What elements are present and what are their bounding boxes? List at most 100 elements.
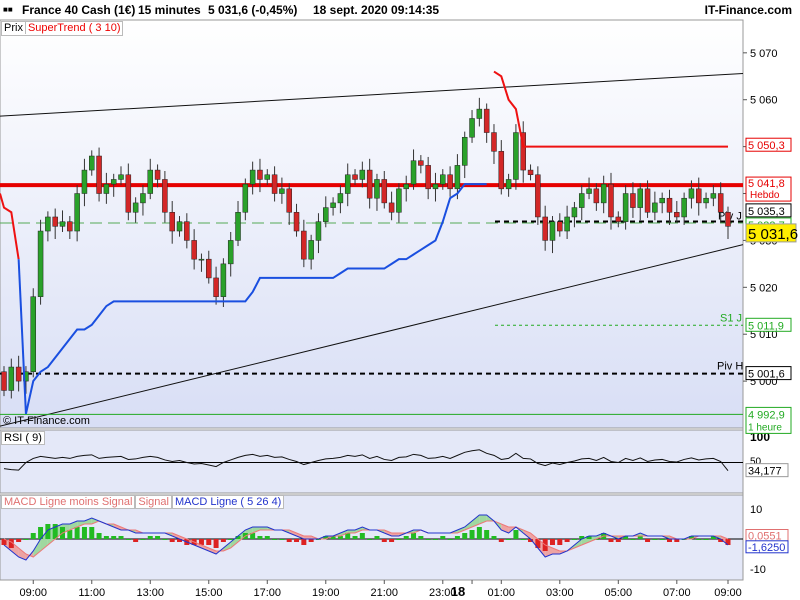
macd-hist-bar bbox=[586, 536, 592, 539]
header-icon: ■■ bbox=[3, 5, 13, 14]
macd-hist-bar bbox=[615, 539, 621, 542]
macd-hist-bar bbox=[645, 539, 651, 542]
time-tick-label: 19:00 bbox=[312, 587, 340, 599]
candle-body bbox=[483, 108, 490, 133]
candle-body bbox=[162, 179, 168, 213]
candle-body bbox=[242, 183, 249, 213]
time-tick-label: 07:00 bbox=[663, 587, 691, 599]
macd-hist-bar bbox=[418, 536, 424, 539]
candle-body bbox=[381, 179, 388, 204]
macd-hist-bar bbox=[96, 533, 102, 539]
candle-body bbox=[666, 197, 673, 213]
candle-body bbox=[257, 169, 263, 180]
macd-hist-bar bbox=[374, 536, 380, 539]
quote-label: 5 031,6 (-0,45%) bbox=[208, 3, 298, 17]
macd-ribbon-segment bbox=[384, 530, 392, 536]
candle-body bbox=[491, 132, 497, 152]
time-tick-label: 09:00 bbox=[19, 587, 47, 599]
piv-h-value-label: 5 001,6 bbox=[748, 369, 785, 381]
candle-body bbox=[440, 174, 446, 185]
macd-hist-bar bbox=[674, 539, 680, 542]
macd-hist-bar bbox=[454, 536, 460, 539]
macd-signal-line bbox=[3, 520, 729, 558]
candle-body bbox=[432, 183, 439, 190]
macd-hist-bar bbox=[476, 527, 482, 539]
macd-hist-bar bbox=[286, 539, 292, 542]
macd-ribbon-segment bbox=[252, 527, 260, 533]
candle-body bbox=[366, 169, 373, 199]
macd-ribbon-segment bbox=[172, 533, 180, 539]
piv-h-value-label-box bbox=[745, 366, 792, 381]
time-tick-label: 17:00 bbox=[254, 587, 282, 599]
candle-body bbox=[535, 174, 541, 218]
macd-hist-bar bbox=[264, 536, 270, 539]
supertrend-bull-line bbox=[24, 183, 487, 415]
macd-ribbon-segment bbox=[208, 548, 217, 554]
legend-macd-line[interactable]: MACD Ligne ( 5 26 4) bbox=[171, 495, 285, 509]
macd-hist-bar bbox=[67, 530, 73, 539]
macd-hist-bar bbox=[228, 539, 234, 540]
hour-value-label: 4 992,9 bbox=[748, 409, 785, 421]
macd-hist-bar bbox=[272, 539, 278, 540]
rsi-legend[interactable]: RSI ( 9) bbox=[1, 431, 45, 445]
candle-body bbox=[396, 188, 402, 213]
macd-hist-bar bbox=[213, 539, 219, 548]
candle-body bbox=[352, 174, 358, 180]
candle-body bbox=[8, 366, 15, 391]
legend-supertrend[interactable]: SuperTrend ( 3 10) bbox=[24, 22, 123, 34]
candle-body bbox=[564, 216, 570, 232]
candle-body bbox=[235, 212, 241, 241]
macd-hist-bar bbox=[359, 533, 365, 539]
macd-hist-bar bbox=[23, 539, 29, 540]
macd-hist-bar bbox=[447, 539, 453, 540]
candle-body bbox=[461, 136, 468, 166]
macd-hist-bar bbox=[345, 533, 351, 539]
candle-body bbox=[74, 193, 80, 232]
macd-hist-bar bbox=[484, 530, 490, 539]
candle-body bbox=[688, 188, 695, 199]
macd-hist-bar bbox=[352, 536, 358, 539]
candle-body bbox=[454, 165, 461, 190]
price-tick-label: 5 070 bbox=[750, 48, 778, 60]
macd-hist-bar bbox=[549, 539, 555, 545]
macd-hist-last-label: 0,0551 bbox=[748, 531, 782, 543]
macd-hist-bar bbox=[725, 539, 731, 545]
candle-body bbox=[374, 179, 380, 199]
time-tick-label: 01:00 bbox=[488, 587, 516, 599]
legend-macd-hist[interactable]: MACD Ligne moins Signal bbox=[1, 495, 136, 509]
macd-hist-bar bbox=[125, 539, 131, 540]
macd-hist-bar bbox=[198, 539, 204, 545]
macd-hist-bar bbox=[703, 539, 709, 540]
candle-body bbox=[630, 193, 636, 208]
macd-ribbon-segment bbox=[18, 548, 26, 560]
candle-body bbox=[103, 183, 110, 194]
macd-hist-bar bbox=[140, 539, 146, 540]
candle-body bbox=[622, 193, 629, 222]
macd-ribbon-segment bbox=[355, 527, 363, 533]
hebdo-value-label: 5 041,8 bbox=[748, 178, 785, 190]
macd-hist-bar bbox=[89, 527, 95, 539]
supertrend-bear-line-1 bbox=[0, 193, 20, 260]
candle-body bbox=[147, 169, 154, 194]
candle-body bbox=[330, 202, 336, 208]
macd-hist-bar bbox=[308, 539, 314, 542]
macd-hist-bar bbox=[688, 536, 694, 539]
macd-ribbon-segment bbox=[91, 518, 100, 524]
macd-line-last-box bbox=[745, 540, 789, 554]
macd-hist-bar bbox=[301, 539, 307, 545]
macd-hist-bar bbox=[52, 524, 58, 539]
candle-body bbox=[169, 212, 175, 232]
legend-macd-signal[interactable]: Signal bbox=[135, 495, 172, 509]
macd-hist-bar bbox=[250, 533, 256, 539]
macd-ribbon-segment bbox=[391, 533, 399, 536]
watermark: © IT-Finance.com bbox=[3, 415, 90, 427]
macd-hist-bar bbox=[557, 539, 563, 545]
macd-tick-10: 10 bbox=[750, 504, 762, 516]
candle-body bbox=[571, 207, 578, 218]
time-tick-label: 15:00 bbox=[195, 587, 223, 599]
candle-body bbox=[344, 174, 351, 194]
legend-prix[interactable]: Prix bbox=[4, 22, 23, 34]
candle-body bbox=[220, 263, 227, 297]
macd-hist-bar bbox=[111, 536, 117, 539]
